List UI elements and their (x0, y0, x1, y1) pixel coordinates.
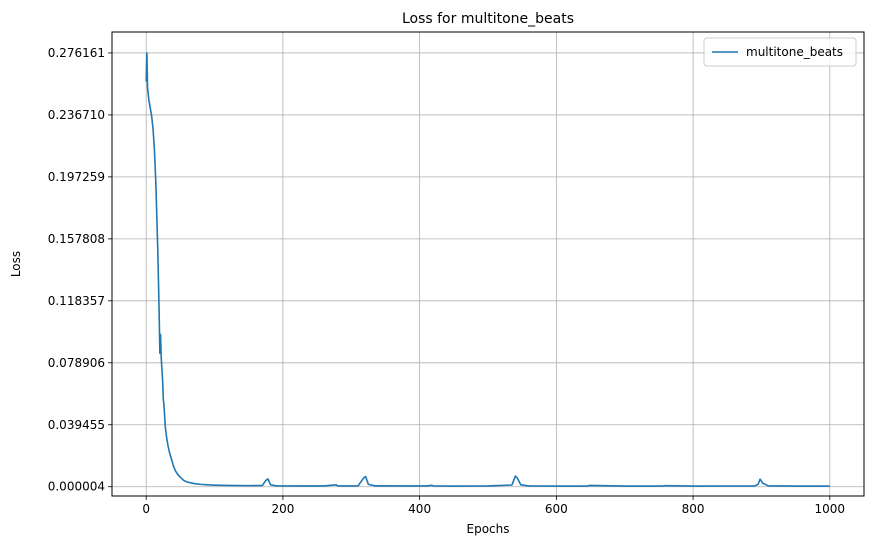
x-tick-label: 0 (142, 502, 150, 516)
tick-layer: 0 200 400 600 800 1000 0.000004 0.039455 0.07890… (48, 46, 845, 516)
legend-entry-multitone-beats: multitone_beats (746, 45, 843, 59)
plot-frame (111, 31, 865, 497)
x-tick-label: 600 (545, 502, 568, 516)
y-tick-label: 0.236710 (48, 108, 105, 122)
x-tick-label: 800 (682, 502, 705, 516)
y-tick-label: 0.118357 (48, 294, 105, 308)
y-tick-label: 0.000004 (48, 480, 105, 494)
x-tick-label: 400 (408, 502, 431, 516)
y-axis-label: Loss (9, 251, 23, 277)
x-tick-label: 1000 (815, 502, 846, 516)
legend-box (703, 37, 857, 67)
legend: multitone_beats (703, 37, 857, 67)
y-tick-label: 0.276161 (48, 46, 105, 60)
chart-title: Loss for multitone_beats (402, 11, 574, 27)
y-tick-label: 0.157808 (48, 232, 105, 246)
x-tick-label: 200 (271, 502, 294, 516)
y-tick-label: 0.039455 (48, 418, 105, 432)
y-tick-label: 0.197259 (48, 170, 105, 184)
series-layer (145, 52, 830, 487)
x-axis-label: Epochs (467, 522, 510, 536)
y-tick-label: 0.078906 (48, 356, 105, 370)
series-line-multitone-beats (145, 52, 830, 487)
